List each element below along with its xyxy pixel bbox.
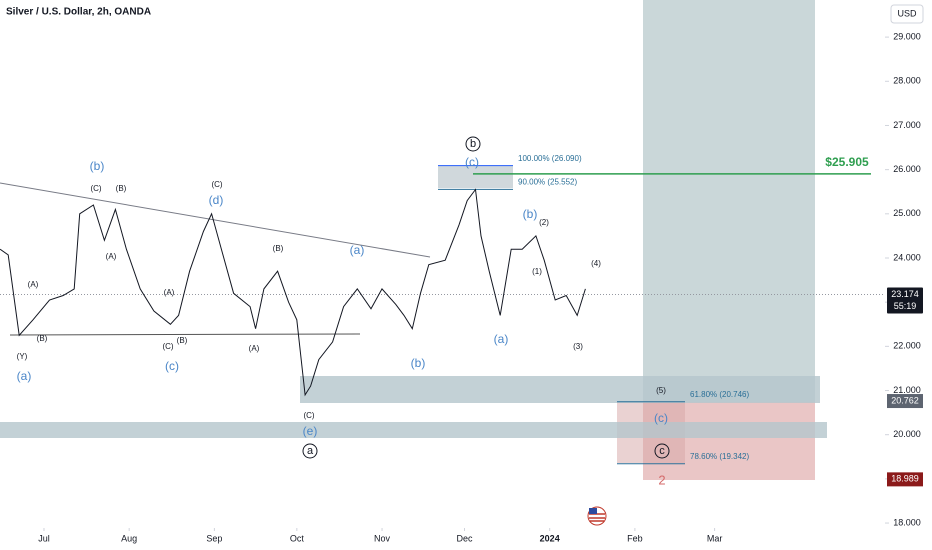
last-price-badge — [887, 287, 923, 314]
wave-label: (A) — [106, 252, 117, 261]
wave-label: (C) — [211, 180, 222, 189]
wave-label: (A) — [28, 280, 39, 289]
wave-label: (Y) — [17, 352, 28, 361]
countdown-label: 55:19 — [894, 301, 917, 311]
y-tick-label: 18.000 — [893, 517, 921, 527]
y-tick-label: 25.000 — [893, 208, 921, 218]
wave-label: (c) — [165, 359, 179, 373]
price-line-series — [0, 188, 586, 397]
wave-label: (1) — [532, 267, 542, 276]
wave-circle — [654, 443, 670, 459]
y-tick-label: 21.000 — [893, 385, 921, 395]
level-badge — [887, 472, 923, 487]
support-zone — [300, 376, 820, 403]
wave-label: (a) — [494, 332, 509, 346]
y-tick-label: 28.000 — [893, 76, 921, 86]
x-tick-label: 2024 — [540, 533, 560, 543]
level-badge — [887, 394, 923, 409]
wave-label: 2 — [658, 472, 665, 487]
wave-label: (3) — [573, 342, 583, 351]
wave-label: (B) — [116, 184, 127, 193]
x-tick-label: Nov — [374, 533, 391, 543]
x-tick-label: Mar — [707, 533, 723, 543]
wave-label: (b) — [523, 207, 538, 221]
wave-label: (5) — [656, 386, 666, 395]
trend-line — [0, 182, 431, 258]
y-tick-label: 24.000 — [893, 252, 921, 262]
wave-label: (a) — [350, 243, 365, 257]
support-zone — [0, 422, 827, 438]
y-tick-label: 26.000 — [893, 164, 921, 174]
price-axis — [885, 0, 932, 550]
wave-label: c — [659, 445, 665, 457]
wave-label: (d) — [209, 193, 224, 207]
flag-icon — [587, 506, 607, 526]
wave-label: (B) — [177, 336, 188, 345]
currency: USD — [897, 8, 917, 18]
wave-label: (2) — [539, 218, 549, 227]
y-tick-label: 20.000 — [893, 429, 921, 439]
fib-label: 78.60% (19.342) — [690, 452, 749, 461]
y-tick-label: 22.000 — [893, 341, 921, 351]
wave-label: (e) — [303, 424, 318, 438]
wave-circle — [302, 443, 318, 459]
fib-label: 100.00% (26.090) — [518, 154, 582, 163]
wave-label: a — [307, 445, 314, 457]
wave-label: (A) — [249, 344, 260, 353]
zones — [0, 0, 827, 480]
wave-label: (C) — [162, 342, 173, 351]
x-tick-label: Jul — [38, 533, 50, 543]
wave-label: (c) — [654, 411, 668, 425]
x-tick-label: Sep — [206, 533, 222, 543]
wave-label: (a) — [17, 369, 32, 383]
y-tick-label: 29.000 — [893, 31, 921, 41]
chart-title: Silver / U.S. Dollar, 2h, OANDA — [6, 7, 151, 18]
wave-label: (B) — [273, 244, 284, 253]
wave-label: (b) — [411, 356, 426, 370]
wave-label: (A) — [164, 288, 175, 297]
last-price-label: 23.174 — [891, 289, 919, 299]
target-label: $25.905 — [825, 155, 869, 169]
x-tick-label: Dec — [456, 533, 473, 543]
wave-label: (4) — [591, 259, 601, 268]
wave-circle — [465, 136, 481, 152]
x-tick-label: Feb — [627, 533, 643, 543]
long-zone — [643, 0, 815, 402]
x-tick-label: Aug — [121, 533, 137, 543]
trend-line — [9, 333, 361, 336]
wave-label: (C) — [303, 411, 314, 420]
currency-button[interactable] — [890, 4, 924, 24]
wave-label: (b) — [90, 159, 105, 173]
fib-box — [438, 165, 513, 188]
level-label: 18.989 — [891, 474, 919, 484]
wave-label: (C) — [90, 184, 101, 193]
wave-label: (c) — [465, 155, 479, 169]
wave-label: b — [470, 138, 476, 150]
fib-label: 90.00% (25.552) — [518, 178, 577, 187]
y-tick-label: 27.000 — [893, 120, 921, 130]
x-tick-label: Oct — [290, 533, 305, 543]
level-label: 20.762 — [891, 395, 919, 405]
wave-label: (B) — [37, 334, 48, 343]
fib-label: 61.80% (20.746) — [690, 390, 749, 399]
